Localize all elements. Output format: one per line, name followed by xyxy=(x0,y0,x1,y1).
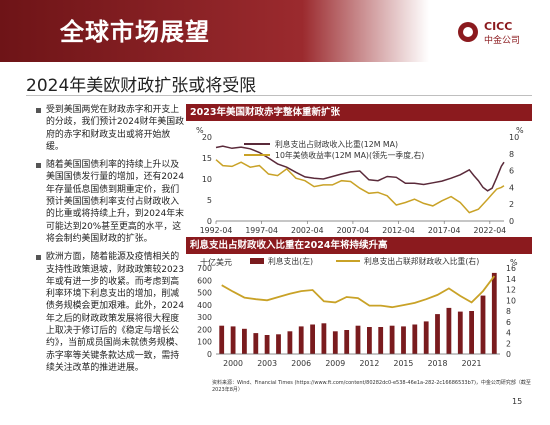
x-tick-label: 2015 xyxy=(394,359,414,368)
interest-expense-bar xyxy=(355,325,361,354)
chart-title: 2023年美国财政赤字整体重新扩张 xyxy=(186,104,532,121)
right-tick-label: 6 xyxy=(506,318,511,327)
x-tick-label: 2021 xyxy=(462,359,482,368)
interest-expense-bar xyxy=(321,323,327,354)
bullet-item: 随着美国国债利率的持续上升以及美国国债发行量的增加，还有2024年存量低息国债到… xyxy=(36,159,184,245)
slide-subtitle: 2024年美欧财政扩张或将受限 xyxy=(26,76,257,96)
right-tick-label: 10 xyxy=(506,296,516,305)
bullet-item: 欧洲方面，随着能源及疫情相关的支持性政策退坡，财政政策较2023年或有进一步的收… xyxy=(36,251,184,374)
interest-expense-bar xyxy=(276,334,281,354)
interest-expense-bar xyxy=(480,295,486,354)
right-tick-label: 4 xyxy=(506,329,511,338)
logo-text-en: CICC xyxy=(484,20,513,33)
x-tick-label: 2003 xyxy=(257,359,277,368)
left-axis-unit: % xyxy=(196,126,204,135)
interest-expense-bar xyxy=(457,311,463,354)
right-tick-label: 0 xyxy=(509,217,514,226)
right-tick-label: 2 xyxy=(506,339,511,348)
left-tick-label: 0 xyxy=(207,217,212,226)
legend-label: 利息支出(左) xyxy=(268,256,313,266)
right-tick-label: 6 xyxy=(509,167,514,176)
left-tick-label: 5 xyxy=(207,196,212,205)
left-tick-label: 100 xyxy=(197,338,212,347)
x-tick-label: 2000 xyxy=(223,359,243,368)
interest-expense-bar xyxy=(378,327,384,354)
interest-expense-bar xyxy=(412,324,418,354)
interest-expense-bar xyxy=(287,331,293,354)
x-tick-label: 2009 xyxy=(325,359,345,368)
x-tick-label: 2012-04 xyxy=(382,226,415,235)
x-tick-label: 2012 xyxy=(359,359,379,368)
left-tick-label: 10 xyxy=(202,175,212,184)
right-tick-label: 10 xyxy=(509,133,519,142)
x-tick-label: 1997-04 xyxy=(245,226,278,235)
interest-expense-bar xyxy=(230,326,236,354)
interest-expense-bar xyxy=(423,321,429,354)
chart-panel-deficit: 2023年美国财政赤字整体重新扩张 %% 0 5 10 15 20 0 2 4 6 8 10 1992-… xyxy=(186,104,532,241)
legend-label: 利息支出占财政收入比重(12M MA) xyxy=(275,139,398,149)
x-tick-label: 1992-04 xyxy=(200,226,233,235)
x-tick-label: 2022-04 xyxy=(474,226,507,235)
left-tick-label: 700 xyxy=(197,264,212,273)
right-axis-unit: % xyxy=(516,126,524,135)
left-tick-label: 15 xyxy=(202,154,212,163)
right-tick-label: 8 xyxy=(509,150,514,159)
right-tick-label: 16 xyxy=(506,264,516,273)
left-tick-label: 20 xyxy=(202,133,212,142)
left-tick-label: 500 xyxy=(197,289,212,298)
bullet-item: 受到美国两党在财政赤字和开支上的分歧，我们预计2024财年美国政府的赤字和财政支… xyxy=(36,104,184,153)
x-tick-label: 2018 xyxy=(428,359,448,368)
right-tick-label: 12 xyxy=(506,286,516,295)
interest-ratio-line xyxy=(221,275,496,309)
interest-expense-bar xyxy=(219,325,225,354)
interest-expense-bar xyxy=(401,326,406,354)
right-tick-label: 14 xyxy=(506,275,516,284)
interest-expense-bar xyxy=(469,311,474,354)
interest-expense-bar xyxy=(491,272,497,354)
right-axis-unit: % xyxy=(510,258,518,267)
source-note: 资料来源：Wind、Financial Times (https://www.f… xyxy=(212,380,531,393)
right-tick-label: 2 xyxy=(509,200,514,209)
bullet-list: 受到美国两党在财政赤字和开支上的分歧，我们预计2024财年美国政府的赤字和财政支… xyxy=(36,104,184,380)
left-tick-label: 0 xyxy=(207,350,212,359)
interest-expense-bar xyxy=(310,324,315,354)
interest-expense-bar xyxy=(242,328,247,354)
interest-expense-bar xyxy=(344,330,350,354)
interest-expense-bar xyxy=(446,307,452,354)
interest-expense-bar xyxy=(332,331,338,354)
left-tick-label: 400 xyxy=(197,301,212,310)
x-tick-label: 2006 xyxy=(291,359,311,368)
interest-expense-bar xyxy=(298,326,304,354)
x-tick-label: 2002-04 xyxy=(291,226,324,235)
right-tick-label: 8 xyxy=(506,307,511,316)
legend-swatch xyxy=(250,258,264,264)
right-tick-label: 0 xyxy=(506,350,511,359)
treasury-yield-line xyxy=(215,159,505,214)
interest-expense-bar xyxy=(389,325,395,354)
interest-expense-bar xyxy=(253,333,259,354)
interest-ratio-line xyxy=(215,145,505,192)
divider xyxy=(26,95,532,96)
x-tick-label: 2007-04 xyxy=(337,226,370,235)
legend-label: 利息支出占联邦财政收入比重(右) xyxy=(364,256,479,266)
cicc-logo-icon xyxy=(458,22,478,42)
chart-panel-interest: 利息支出占财政收入比重在2024年将持续升高 十亿美元% 0 100 200 300 40… xyxy=(186,237,532,380)
logo-text-cn: 中金公司 xyxy=(484,36,521,46)
interest-expense-bar xyxy=(435,314,440,354)
left-tick-label: 200 xyxy=(197,325,212,334)
left-tick-label: 600 xyxy=(197,276,212,285)
page-number: 15 xyxy=(512,397,523,406)
left-tick-label: 300 xyxy=(197,313,212,322)
page-title: 全球市场展望 xyxy=(60,18,210,46)
interest-expense-bar xyxy=(367,327,372,354)
left-axis-unit: 十亿美元 xyxy=(200,257,232,267)
interest-expense-bar xyxy=(264,335,270,354)
legend-label: 10年美债收益率(12M MA)(领先一季度,右) xyxy=(275,150,424,160)
line-chart-interest-ratio: % % 0 5 10 15 20 0 2 4 6 8 10 1992-04 1997-04 2002-04 20… xyxy=(196,126,524,235)
x-tick-label: 2017-04 xyxy=(428,226,461,235)
right-tick-label: 4 xyxy=(509,183,514,192)
chart-title: 利息支出占财政收入比重在2024年将持续升高 xyxy=(186,237,532,254)
